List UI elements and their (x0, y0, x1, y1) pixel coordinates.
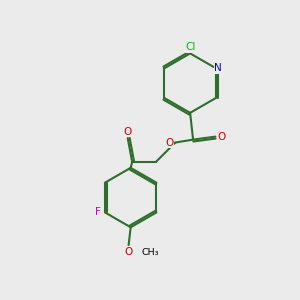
Text: O: O (123, 127, 131, 136)
Text: O: O (165, 138, 173, 148)
Text: O: O (218, 132, 226, 142)
Text: N: N (214, 63, 222, 73)
Text: O: O (124, 247, 133, 257)
Text: Cl: Cl (185, 42, 195, 52)
Text: F: F (94, 207, 100, 218)
Text: CH₃: CH₃ (141, 248, 159, 257)
